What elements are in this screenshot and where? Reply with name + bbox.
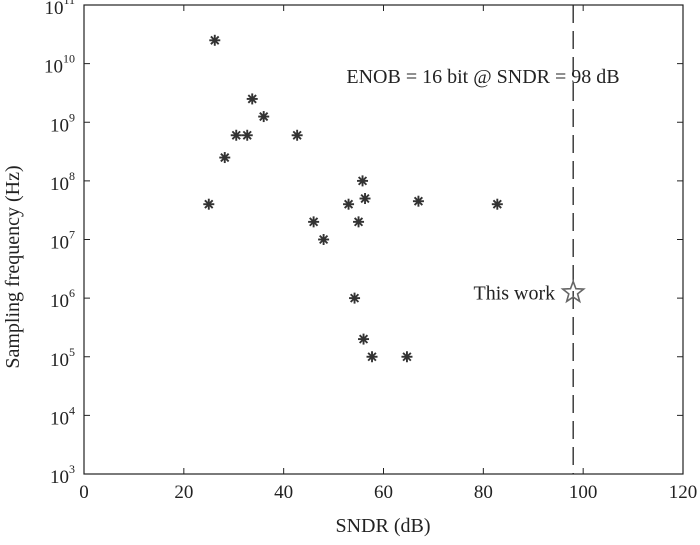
data-point: [219, 152, 231, 164]
y-axis-label: Sampling frequency (Hz): [2, 165, 24, 368]
y-tick-label: 103: [50, 462, 75, 488]
x-tick-label: 120: [669, 482, 698, 503]
data-point: [349, 292, 361, 304]
this-work-label: This work: [474, 282, 556, 304]
data-point: [412, 195, 424, 207]
data-point: [358, 333, 370, 345]
y-tick-label: 1010: [44, 52, 75, 78]
data-point: [203, 198, 215, 210]
y-tick-label: 107: [50, 228, 75, 254]
data-points: [203, 34, 586, 363]
data-point: [318, 234, 330, 245]
data-point: [357, 175, 369, 187]
annotations: ENOB = 16 bit @ SNDR = 98 dB This work: [346, 66, 619, 304]
data-point: [359, 193, 371, 205]
x-tick-label: 20: [174, 482, 193, 503]
data-point: [241, 129, 253, 141]
x-tick-label: 100: [569, 482, 598, 503]
x-tick-label: 60: [374, 482, 393, 503]
data-point: [291, 129, 303, 141]
x-axis-label: SNDR (dB): [335, 515, 430, 537]
data-point: [353, 216, 365, 228]
data-point: [343, 198, 355, 210]
data-point: [230, 129, 242, 141]
y-tick-label: 105: [50, 345, 75, 371]
x-tick-label: 80: [474, 482, 493, 503]
x-tick-label: 0: [79, 482, 89, 503]
y-tick-label: 104: [50, 403, 75, 429]
enob-annotation: ENOB = 16 bit @ SNDR = 98 dB: [346, 66, 619, 88]
x-tick-label: 40: [274, 482, 293, 503]
data-point: [491, 198, 503, 210]
this-work-point: [560, 279, 586, 304]
data-point: [258, 111, 270, 123]
data-point: [246, 93, 258, 105]
y-tick-label: 109: [50, 110, 75, 136]
data-point: [401, 351, 413, 363]
y-axis: 103 104 105 106 107 108 109 1010 1011: [44, 0, 683, 488]
y-tick-label: 108: [50, 169, 75, 195]
data-point: [209, 34, 221, 46]
x-axis: 0 20 40 60 80 100 120: [79, 5, 697, 503]
y-tick-label: 1011: [44, 0, 75, 19]
data-point: [366, 351, 378, 363]
y-tick-label: 106: [50, 286, 75, 312]
data-point: [308, 216, 320, 228]
